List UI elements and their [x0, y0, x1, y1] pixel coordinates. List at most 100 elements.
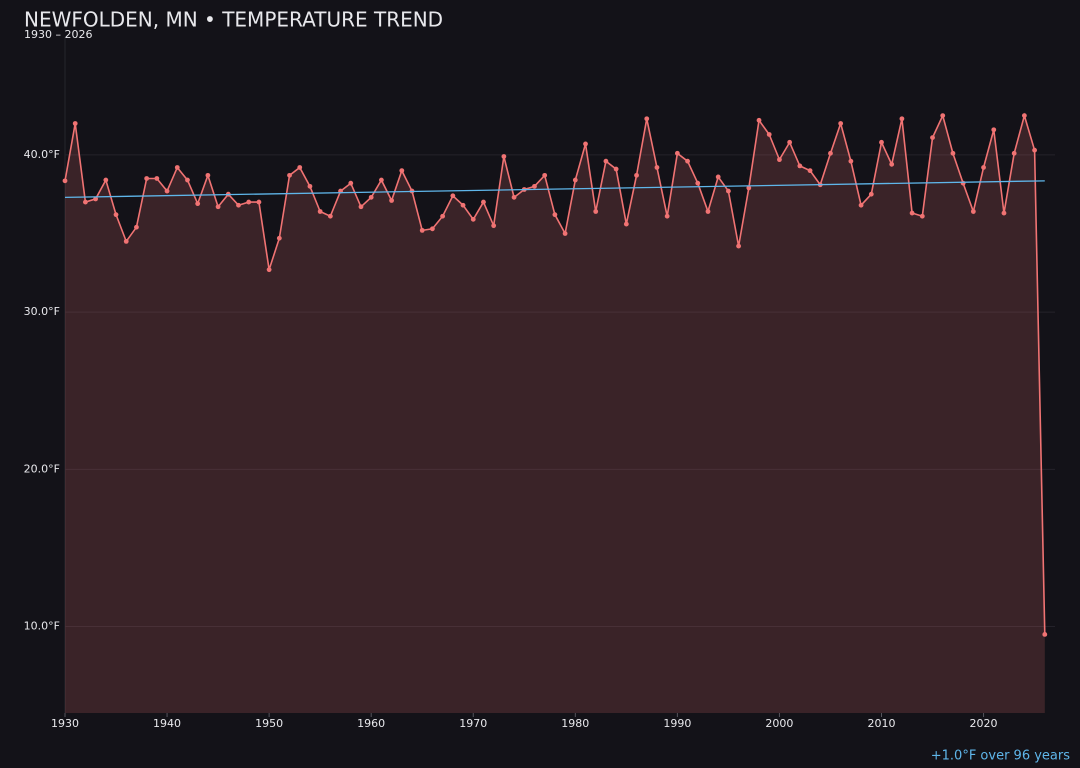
point	[603, 158, 609, 164]
point	[623, 221, 629, 227]
point	[378, 177, 384, 183]
point	[1011, 150, 1017, 156]
area	[65, 115, 1045, 713]
x-tick-label: 1930	[51, 717, 79, 730]
y-tick-label: 30.0°F	[24, 305, 60, 318]
x-tick-label: 2010	[867, 717, 895, 730]
point	[470, 216, 476, 222]
point	[695, 180, 701, 186]
point	[195, 201, 201, 207]
point	[552, 212, 558, 218]
point	[664, 213, 670, 219]
point	[787, 139, 793, 145]
point	[1021, 113, 1027, 119]
point	[960, 180, 966, 186]
point	[256, 199, 262, 205]
x-tick-label: 1970	[459, 717, 487, 730]
point	[899, 116, 905, 122]
point	[726, 188, 731, 194]
y-tick-label: 20.0°F	[24, 462, 60, 475]
x-tick-label: 1950	[255, 717, 283, 730]
point	[919, 213, 925, 219]
point	[93, 196, 99, 202]
point	[123, 238, 129, 244]
trend-line	[64, 180, 1045, 199]
point	[491, 223, 497, 229]
point	[287, 172, 292, 178]
point	[185, 177, 190, 183]
y-tick-label: 40.0°F	[24, 148, 60, 161]
point	[909, 210, 915, 216]
annotation: +1.0°F over 96 years	[931, 749, 1070, 764]
point	[246, 199, 252, 205]
point	[644, 116, 650, 122]
point	[879, 139, 884, 145]
chart-subtitle: 1930 – 2026	[24, 28, 92, 41]
point	[532, 183, 537, 189]
point	[736, 243, 742, 249]
point	[113, 212, 119, 218]
point	[756, 117, 762, 123]
point	[940, 113, 946, 119]
point	[797, 163, 803, 169]
point	[307, 183, 313, 189]
point	[154, 176, 160, 181]
point	[674, 150, 680, 156]
point	[297, 165, 303, 170]
point	[583, 141, 588, 147]
point	[746, 185, 752, 191]
point	[777, 157, 782, 163]
point	[430, 226, 435, 232]
point	[593, 209, 599, 214]
point	[542, 172, 548, 178]
point	[72, 121, 78, 126]
point	[1001, 210, 1007, 216]
point	[572, 177, 578, 183]
point	[450, 193, 456, 199]
chart-title: NEWFOLDEN, MN • TEMPERATURE TREND	[24, 8, 443, 32]
x-tick-label: 1980	[561, 717, 589, 730]
point	[205, 172, 211, 178]
point	[766, 132, 772, 137]
point	[889, 161, 895, 167]
point	[460, 202, 466, 208]
point	[991, 127, 997, 133]
point	[685, 158, 690, 164]
point	[981, 165, 986, 170]
point	[634, 172, 639, 178]
point	[440, 213, 446, 219]
point	[134, 224, 139, 230]
point	[858, 202, 864, 208]
x-tick-label: 2000	[765, 717, 793, 730]
point	[1032, 147, 1037, 153]
x-tick-label: 1940	[153, 717, 181, 730]
x-tick-label: 1960	[357, 717, 385, 730]
point	[276, 235, 282, 241]
point	[164, 188, 170, 194]
point	[950, 150, 956, 156]
point	[838, 121, 844, 126]
point	[848, 158, 854, 164]
point	[613, 166, 619, 172]
point	[348, 180, 354, 186]
point	[868, 191, 874, 197]
point	[654, 165, 660, 170]
x-tick-label: 1990	[663, 717, 691, 730]
point	[236, 202, 241, 208]
y-tick-label: 10.0°F	[24, 620, 60, 633]
point	[215, 204, 221, 210]
point	[501, 154, 507, 159]
point	[389, 198, 394, 203]
point	[399, 168, 405, 174]
point	[83, 199, 88, 205]
point	[327, 213, 333, 219]
point	[511, 194, 517, 200]
point	[266, 267, 272, 273]
point	[62, 178, 68, 184]
point	[828, 150, 833, 156]
point	[103, 177, 109, 183]
point	[970, 209, 976, 214]
x-tick-label: 2020	[970, 717, 998, 730]
